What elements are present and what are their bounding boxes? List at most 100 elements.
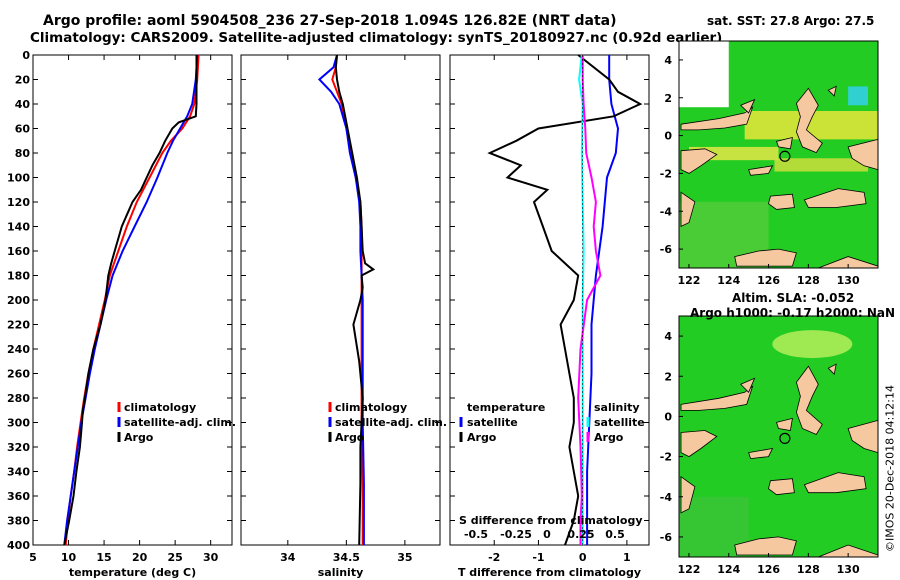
map-land-polygon: [827, 85, 837, 97]
map-y-tick-label: 0: [664, 130, 672, 143]
secondary-x-tick-label: 0.25: [567, 528, 594, 541]
y-tick-label: 140: [7, 221, 30, 234]
map-x-tick-label: 130: [837, 563, 860, 576]
map-y-tick-label: 2: [664, 370, 672, 383]
x-tick-label: 34: [280, 551, 296, 564]
map-frame: [678, 40, 879, 269]
map-land-polygon: [827, 363, 837, 376]
y-tick-label: 120: [7, 196, 30, 209]
map-land-polygon: [748, 447, 774, 460]
secondary-x-tick-label: 0: [543, 528, 551, 541]
y-tick-label: 100: [7, 172, 30, 185]
legend-temperature-title: temperature: [467, 401, 545, 414]
map-x-tick-label: 128: [797, 274, 820, 287]
map-land-polygon: [768, 193, 795, 210]
map-land-polygon: [795, 365, 823, 436]
legend-salinity-title: salinity: [594, 401, 640, 414]
profile-panel-2-frame: [449, 54, 650, 546]
y-tick-label: 340: [7, 466, 30, 479]
secondary-x-tick-label: -0.5: [464, 528, 488, 541]
map-x-tick-label: 122: [677, 563, 700, 576]
map-y-tick-label: -6: [660, 531, 673, 544]
map-y-tick-label: 4: [664, 330, 672, 343]
profile-panel-0-frame: [32, 54, 233, 546]
map-x-tick-label: 124: [717, 274, 740, 287]
map-y-tick-label: -2: [660, 167, 672, 180]
legend-label-temp-0: climatology: [124, 401, 196, 414]
map-x-tick-label: 122: [677, 274, 700, 287]
map2-subtitle: Argo h1000: -0.17 h2000: NaN: [690, 306, 896, 320]
x-tick-label: 5: [29, 551, 37, 564]
map1-title: sat. SST: 27.8 Argo: 27.5: [707, 14, 875, 28]
x-tick-label: 30: [203, 551, 219, 564]
y-tick-label: 180: [7, 270, 30, 283]
map-y-tick-label: 2: [664, 92, 672, 105]
legend-label-sal-0: climatology: [335, 401, 407, 414]
map-x-tick-label: 124: [717, 563, 740, 576]
y-tick-label: 240: [7, 343, 30, 356]
x-tick-label: 25: [167, 551, 182, 564]
map-land-polygon: [847, 138, 879, 171]
map-land-polygon: [803, 472, 867, 494]
legend-temperature-satellite: satellite: [467, 416, 518, 429]
map-land-polygon: [734, 248, 797, 267]
series-line-argo: [334, 54, 376, 546]
series-line-temperature-satellite: [586, 55, 620, 545]
map-x-tick-label: 126: [757, 274, 780, 287]
x-tick-label: 10: [61, 551, 77, 564]
y-tick-label: 360: [7, 490, 30, 503]
map-land-polygon: [775, 136, 793, 150]
y-tick-label: 0: [22, 49, 30, 62]
map-land-polygon: [680, 430, 718, 458]
legend-salinity-satellite: satellite: [594, 416, 645, 429]
map-frame: [678, 315, 879, 558]
map-y-tick-label: -4: [660, 491, 673, 504]
y-tick-label: 400: [7, 539, 30, 552]
y-tick-label: 60: [15, 123, 31, 136]
series-line-argo: [63, 55, 198, 546]
x-axis-label: salinity: [318, 566, 364, 579]
legend-label-sal-1: satellite-adj. clim.: [335, 416, 447, 429]
y-tick-label: 200: [7, 294, 30, 307]
y-tick-label: 20: [15, 74, 31, 87]
footer-timestamp: ©IMOS 20-Dec-2018 04:12:14: [883, 385, 897, 552]
y-tick-label: 40: [15, 98, 31, 111]
y-tick-label: 320: [7, 441, 30, 454]
x-tick-label: 15: [96, 551, 111, 564]
x-tick-label: -1: [532, 551, 544, 564]
figure-title-line1: Argo profile: aoml 5904508_236 27-Sep-20…: [43, 13, 617, 29]
map-x-tick-label: 130: [837, 274, 860, 287]
profile-panel-1-frame: [240, 54, 441, 546]
map-land-polygon: [768, 478, 795, 496]
y-tick-label: 220: [7, 319, 30, 332]
argo-position-marker: [779, 150, 791, 162]
y-tick-label: 160: [7, 245, 30, 258]
map-y-tick-label: 0: [664, 410, 672, 423]
map-land-polygon: [680, 475, 696, 514]
map-x-tick-label: 128: [797, 563, 820, 576]
y-tick-label: 80: [15, 147, 31, 160]
map-y-tick-label: 4: [664, 54, 672, 67]
map-land-polygon: [680, 191, 696, 228]
map-land-polygon: [734, 536, 797, 556]
legend-label-sal-2: Argo: [335, 431, 365, 444]
series-line-temperature-argo: [487, 54, 643, 546]
map-land-polygon: [847, 419, 879, 454]
map-land-polygon: [803, 188, 867, 208]
figure-title-line2: Climatology: CARS2009. Satellite-adjuste…: [30, 30, 723, 46]
map-y-tick-label: -4: [660, 205, 673, 218]
x-tick-label: -2: [488, 551, 500, 564]
map-land-polygon: [680, 148, 718, 174]
sst-missing-data: [679, 41, 729, 108]
map-land-polygon: [680, 385, 754, 411]
sla-high-patch: [772, 330, 853, 359]
sst-warm-patch: [774, 158, 869, 172]
sst-cool-patch: [848, 86, 869, 106]
x-tick-label: 35: [397, 551, 412, 564]
map-land-polygon: [680, 106, 754, 131]
y-tick-label: 300: [7, 417, 30, 430]
x-tick-label: 1: [623, 551, 631, 564]
y-tick-label: 280: [7, 392, 30, 405]
map-land-polygon: [748, 165, 774, 176]
